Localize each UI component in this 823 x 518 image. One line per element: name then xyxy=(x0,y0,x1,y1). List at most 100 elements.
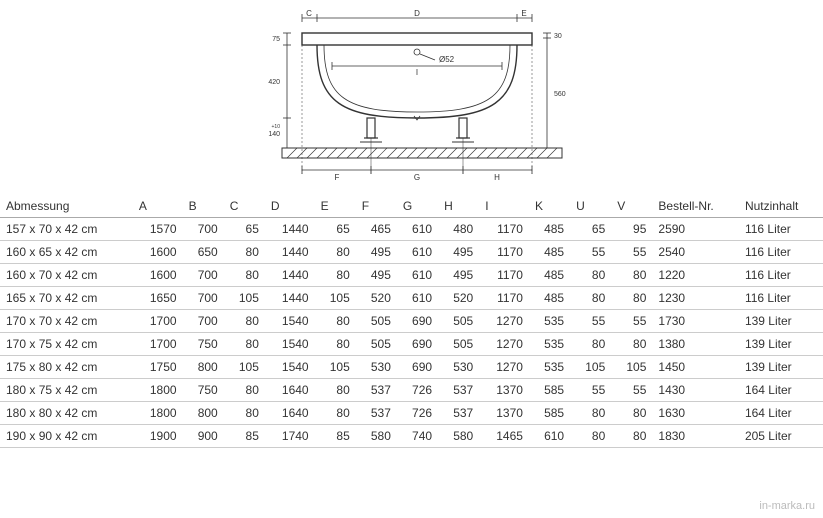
col-header: G xyxy=(397,195,438,218)
table-cell: 2540 xyxy=(652,241,739,264)
table-cell: 65 xyxy=(570,218,611,241)
table-cell: 690 xyxy=(397,356,438,379)
col-header: I xyxy=(479,195,529,218)
col-header: H xyxy=(438,195,479,218)
table-cell: 1650 xyxy=(133,287,183,310)
table-cell: 495 xyxy=(356,241,397,264)
table-cell: 116 Liter xyxy=(739,241,823,264)
table-cell: 1700 xyxy=(133,310,183,333)
table-cell: 105 xyxy=(611,356,652,379)
table-cell: 80 xyxy=(224,333,265,356)
table-cell: 1440 xyxy=(265,241,315,264)
table-row: 190 x 90 x 42 cm190090085174085580740580… xyxy=(0,425,823,448)
table-cell: 585 xyxy=(529,379,570,402)
table-cell: 800 xyxy=(183,402,224,425)
table-cell: 80 xyxy=(315,379,356,402)
table-cell: 535 xyxy=(529,333,570,356)
table-cell: 537 xyxy=(356,379,397,402)
dim-label-d: D xyxy=(414,9,420,18)
table-cell: 1440 xyxy=(265,287,315,310)
table-cell: 1740 xyxy=(265,425,315,448)
table-cell: 485 xyxy=(529,218,570,241)
table-cell: 160 x 70 x 42 cm xyxy=(0,264,133,287)
table-cell: 105 xyxy=(315,287,356,310)
dim-label-e: E xyxy=(521,9,526,18)
col-header: V xyxy=(611,195,652,218)
table-cell: 80 xyxy=(570,402,611,425)
table-cell: 750 xyxy=(183,379,224,402)
table-cell: 55 xyxy=(611,379,652,402)
table-cell: 610 xyxy=(397,218,438,241)
table-row: 160 x 65 x 42 cm160065080144080495610495… xyxy=(0,241,823,264)
table-cell: 65 xyxy=(224,218,265,241)
table-cell: 610 xyxy=(397,287,438,310)
table-cell: 610 xyxy=(397,264,438,287)
table-cell: 530 xyxy=(438,356,479,379)
table-row: 157 x 70 x 42 cm157070065144065465610480… xyxy=(0,218,823,241)
table-cell: 1450 xyxy=(652,356,739,379)
table-cell: 65 xyxy=(315,218,356,241)
table-cell: 750 xyxy=(183,333,224,356)
table-row: 180 x 80 x 42 cm180080080164080537726537… xyxy=(0,402,823,425)
table-cell: 205 Liter xyxy=(739,425,823,448)
table-cell: 690 xyxy=(397,333,438,356)
table-cell: 1640 xyxy=(265,402,315,425)
table-row: 160 x 70 x 42 cm160070080144080495610495… xyxy=(0,264,823,287)
table-cell: 80 xyxy=(315,402,356,425)
table-cell: 116 Liter xyxy=(739,264,823,287)
table-cell: 1440 xyxy=(265,264,315,287)
table-cell: 105 xyxy=(315,356,356,379)
table-cell: 95 xyxy=(611,218,652,241)
col-header: K xyxy=(529,195,570,218)
table-cell: 1370 xyxy=(479,402,529,425)
table-cell: 80 xyxy=(570,425,611,448)
table-cell: 1800 xyxy=(133,379,183,402)
table-cell: 800 xyxy=(183,356,224,379)
table-cell: 1170 xyxy=(479,218,529,241)
technical-drawing: C D E Ø52 I xyxy=(0,0,823,195)
table-cell: 80 xyxy=(570,333,611,356)
table-cell: 80 xyxy=(315,241,356,264)
table-cell: 1540 xyxy=(265,310,315,333)
table-cell: 55 xyxy=(570,241,611,264)
table-cell: 537 xyxy=(438,402,479,425)
table-row: 175 x 80 x 42 cm175080010515401055306905… xyxy=(0,356,823,379)
table-cell: 1440 xyxy=(265,218,315,241)
table-cell: 690 xyxy=(397,310,438,333)
table-cell: 139 Liter xyxy=(739,356,823,379)
table-cell: 1170 xyxy=(479,287,529,310)
table-cell: 495 xyxy=(438,264,479,287)
table-cell: 535 xyxy=(529,356,570,379)
table-cell: 726 xyxy=(397,402,438,425)
table-cell: 465 xyxy=(356,218,397,241)
dim-diameter: Ø52 xyxy=(439,55,455,64)
table-cell: 80 xyxy=(611,402,652,425)
table-cell: 700 xyxy=(183,264,224,287)
table-cell: 505 xyxy=(438,310,479,333)
table-cell: 1730 xyxy=(652,310,739,333)
table-cell: 1830 xyxy=(652,425,739,448)
table-cell: 740 xyxy=(397,425,438,448)
table-cell: 700 xyxy=(183,287,224,310)
dim-label-g: G xyxy=(413,173,419,182)
table-cell: 1540 xyxy=(265,333,315,356)
table-cell: 80 xyxy=(224,310,265,333)
table-cell: 139 Liter xyxy=(739,333,823,356)
col-header: Abmessung xyxy=(0,195,133,218)
col-header: Bestell-Nr. xyxy=(652,195,739,218)
col-header: U xyxy=(570,195,611,218)
table-cell: 80 xyxy=(611,264,652,287)
table-cell: 1800 xyxy=(133,402,183,425)
table-cell: 505 xyxy=(356,310,397,333)
table-cell: 55 xyxy=(570,379,611,402)
table-cell: 165 x 70 x 42 cm xyxy=(0,287,133,310)
table-cell: 1600 xyxy=(133,241,183,264)
table-cell: 180 x 75 x 42 cm xyxy=(0,379,133,402)
table-cell: 585 xyxy=(529,402,570,425)
table-cell: 726 xyxy=(397,379,438,402)
table-cell: 160 x 65 x 42 cm xyxy=(0,241,133,264)
table-cell: 80 xyxy=(611,287,652,310)
col-header: C xyxy=(224,195,265,218)
table-cell: 80 xyxy=(570,264,611,287)
table-cell: 157 x 70 x 42 cm xyxy=(0,218,133,241)
